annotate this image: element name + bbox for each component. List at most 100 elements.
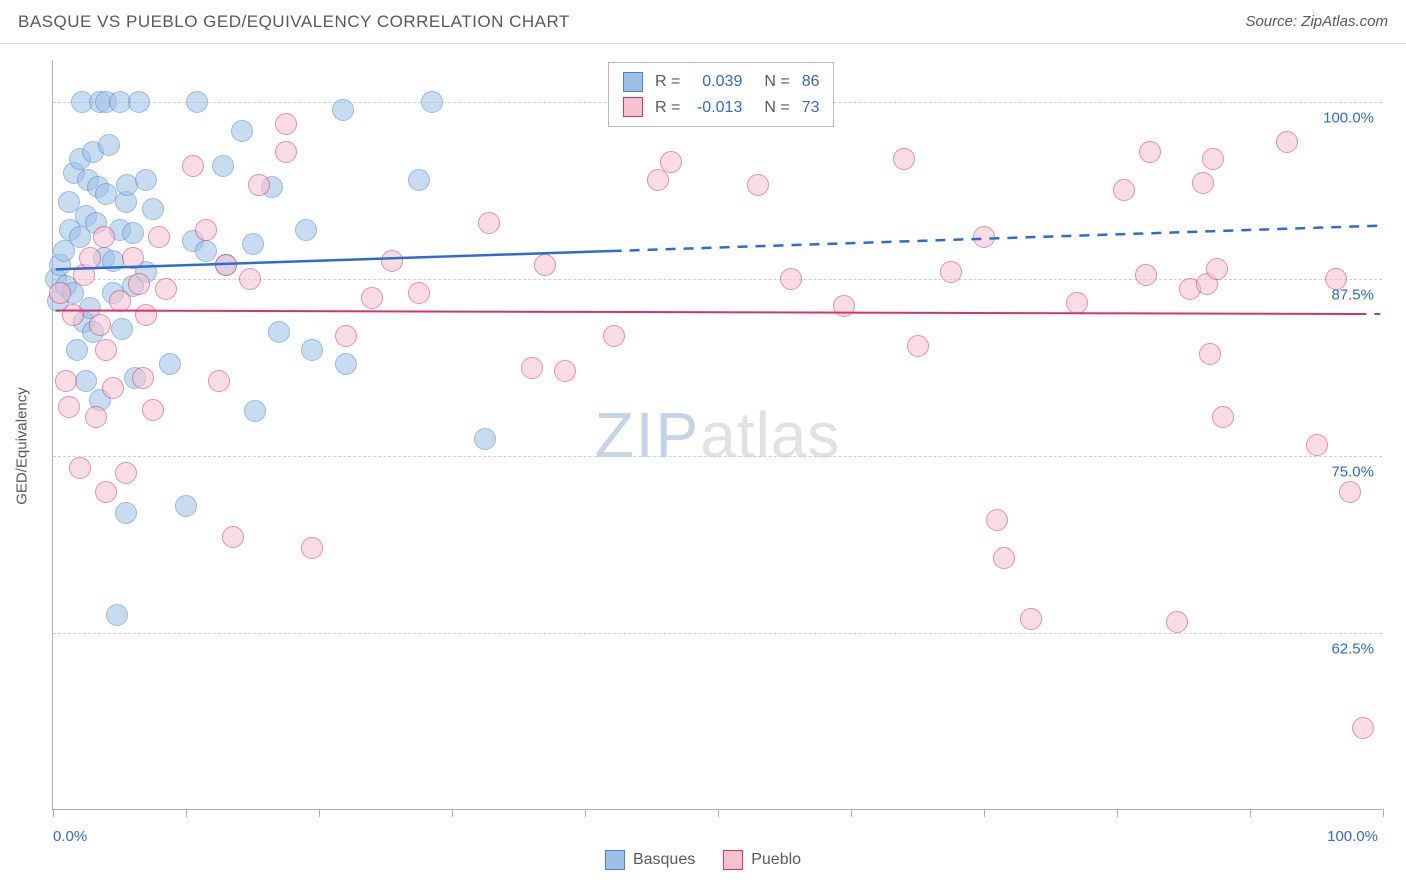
data-point bbox=[182, 155, 204, 177]
n-label: N = bbox=[764, 95, 789, 121]
data-point bbox=[554, 360, 576, 382]
y-tick-label: 62.5% bbox=[1331, 641, 1374, 658]
data-point bbox=[603, 325, 625, 347]
r-label: R = bbox=[655, 95, 680, 121]
data-point bbox=[89, 314, 111, 336]
x-tick bbox=[1250, 809, 1251, 817]
data-point bbox=[268, 321, 290, 343]
data-point bbox=[115, 462, 137, 484]
x-tick bbox=[452, 809, 453, 817]
x-tick bbox=[585, 809, 586, 817]
legend-row: R = -0.013 N = 73 bbox=[623, 95, 819, 121]
data-point bbox=[95, 183, 117, 205]
title-bar: BASQUE VS PUEBLO GED/EQUIVALENCY CORRELA… bbox=[0, 0, 1406, 44]
data-point bbox=[335, 325, 357, 347]
r-value: -0.013 bbox=[692, 95, 742, 121]
watermark-zip: ZIP bbox=[595, 399, 701, 471]
correlation-legend: R =0.039N =86R =-0.013N =73 bbox=[608, 62, 834, 127]
data-point bbox=[940, 261, 962, 283]
data-point bbox=[55, 370, 77, 392]
data-point bbox=[275, 141, 297, 163]
x-tick bbox=[718, 809, 719, 817]
data-point bbox=[95, 339, 117, 361]
data-point bbox=[1276, 131, 1298, 153]
data-point bbox=[660, 151, 682, 173]
data-point bbox=[98, 134, 120, 156]
data-point bbox=[1212, 406, 1234, 428]
data-point bbox=[1352, 717, 1374, 739]
legend-item: Pueblo bbox=[723, 850, 801, 870]
data-point bbox=[142, 198, 164, 220]
data-point bbox=[1135, 264, 1157, 286]
legend-swatch bbox=[605, 850, 625, 870]
legend-swatch bbox=[623, 72, 643, 92]
grid-line bbox=[53, 633, 1382, 634]
trend-lines bbox=[53, 60, 1383, 810]
data-point bbox=[478, 212, 500, 234]
data-point bbox=[148, 226, 170, 248]
data-point bbox=[175, 495, 197, 517]
x-tick bbox=[851, 809, 852, 817]
data-point bbox=[95, 481, 117, 503]
data-point bbox=[93, 226, 115, 248]
x-tick-label: 0.0% bbox=[53, 828, 87, 845]
data-point bbox=[534, 254, 556, 276]
data-point bbox=[408, 282, 430, 304]
y-axis-label: GED/Equivalency bbox=[14, 387, 31, 505]
data-point bbox=[1020, 608, 1042, 630]
n-value: 73 bbox=[802, 95, 820, 121]
data-point bbox=[1166, 611, 1188, 633]
data-point bbox=[1306, 434, 1328, 456]
series-legend: BasquesPueblo bbox=[605, 850, 801, 870]
data-point bbox=[295, 219, 317, 241]
data-point bbox=[408, 169, 430, 191]
x-tick bbox=[1117, 809, 1118, 817]
data-point bbox=[381, 250, 403, 272]
r-value: 0.039 bbox=[692, 69, 742, 95]
data-point bbox=[986, 509, 1008, 531]
legend-swatch bbox=[723, 850, 743, 870]
chart-container: BASQUE VS PUEBLO GED/EQUIVALENCY CORRELA… bbox=[0, 0, 1406, 892]
data-point bbox=[142, 399, 164, 421]
data-point bbox=[474, 428, 496, 450]
data-point bbox=[122, 247, 144, 269]
data-point bbox=[58, 396, 80, 418]
data-point bbox=[907, 335, 929, 357]
x-tick-label: 100.0% bbox=[1327, 828, 1378, 845]
data-point bbox=[128, 91, 150, 113]
legend-swatch bbox=[623, 97, 643, 117]
data-point bbox=[1339, 481, 1361, 503]
data-point bbox=[301, 537, 323, 559]
data-point bbox=[893, 148, 915, 170]
x-tick bbox=[319, 809, 320, 817]
x-tick bbox=[984, 809, 985, 817]
data-point bbox=[222, 526, 244, 548]
x-tick bbox=[53, 809, 54, 817]
data-point bbox=[106, 604, 128, 626]
data-point bbox=[521, 357, 543, 379]
data-point bbox=[1325, 268, 1347, 290]
data-point bbox=[993, 547, 1015, 569]
data-point bbox=[1206, 258, 1228, 280]
data-point bbox=[244, 400, 266, 422]
data-point bbox=[115, 502, 137, 524]
data-point bbox=[361, 287, 383, 309]
data-point bbox=[135, 304, 157, 326]
grid-line bbox=[53, 456, 1382, 457]
data-point bbox=[1192, 172, 1214, 194]
plot-area: ZIPatlas 62.5%75.0%87.5%100.0%0.0%100.0% bbox=[52, 60, 1382, 810]
data-point bbox=[85, 406, 107, 428]
y-tick-label: 100.0% bbox=[1323, 110, 1374, 127]
data-point bbox=[79, 247, 101, 269]
chart-source: Source: ZipAtlas.com bbox=[1245, 13, 1388, 30]
data-point bbox=[335, 353, 357, 375]
data-point bbox=[215, 254, 237, 276]
watermark-atlas: atlas bbox=[700, 399, 840, 471]
data-point bbox=[1199, 343, 1221, 365]
data-point bbox=[1202, 148, 1224, 170]
data-point bbox=[208, 370, 230, 392]
n-label: N = bbox=[764, 69, 789, 95]
watermark: ZIPatlas bbox=[595, 398, 841, 472]
data-point bbox=[132, 367, 154, 389]
data-point bbox=[242, 233, 264, 255]
